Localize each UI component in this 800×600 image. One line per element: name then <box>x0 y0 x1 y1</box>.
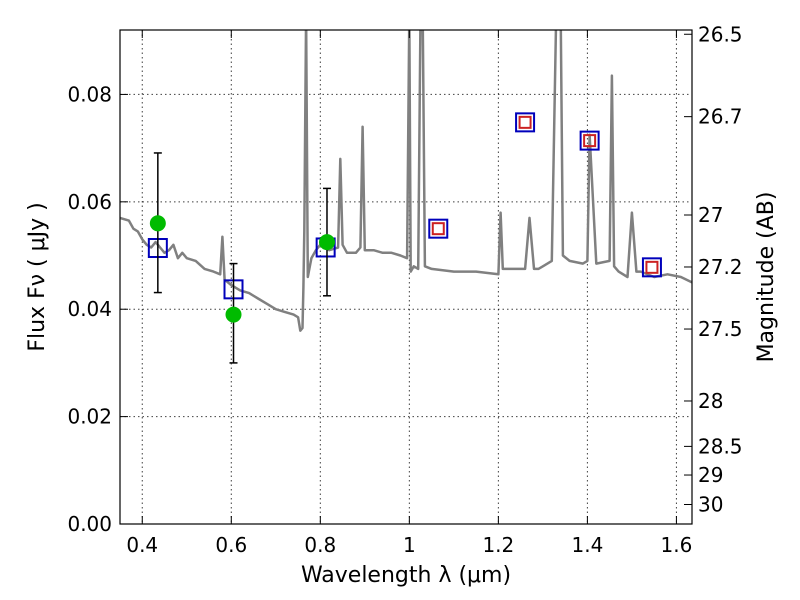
y-tick-label: 0.06 <box>67 190 112 214</box>
model-inner-square-marker <box>518 115 532 129</box>
mag-tick-label: 27.2 <box>698 255 743 279</box>
model-square-marker <box>515 112 536 133</box>
x-tick-label: 1.4 <box>571 533 603 557</box>
y-tick-label: 0.08 <box>67 82 112 106</box>
mag-tick-label: 29 <box>698 463 723 487</box>
spectrum-line <box>120 30 692 332</box>
y2-axis-label: Magnitude (AB) <box>754 192 779 363</box>
mag-tick-label: 26.5 <box>698 22 743 46</box>
mag-tick-label: 26.7 <box>698 105 743 129</box>
ticks <box>120 30 692 525</box>
model-square-marker <box>428 218 449 239</box>
mag-tick-label: 30 <box>698 493 723 517</box>
data-point <box>149 215 166 232</box>
model-inner-square-marker <box>431 222 445 236</box>
x-tick-label: 0.8 <box>304 533 336 557</box>
x-tick-label: 0.4 <box>126 533 158 557</box>
y-axis-label: Flux Fν ( μJy ) <box>25 202 50 351</box>
tick-labels: 0.4 0.6 0.8 1 1.2 1.4 1.6 0.00 0.02 0.04 0.06 0.08 2… <box>67 22 742 557</box>
x-tick-label: 1.2 <box>482 533 514 557</box>
data-point <box>225 306 242 323</box>
model-square-marker <box>641 257 662 278</box>
x-tick-label: 1.6 <box>661 533 693 557</box>
plot-frame <box>119 29 693 525</box>
x-tick-label: 0.6 <box>215 533 247 557</box>
y-tick-label: 0.02 <box>67 405 112 429</box>
model-inner-square-marker <box>583 134 597 148</box>
grid <box>120 30 692 525</box>
mag-tick-label: 28 <box>698 389 723 413</box>
x-axis-label: Wavelength λ (μm) <box>301 563 511 588</box>
plot-area <box>120 30 692 364</box>
y-tick-label: 0.00 <box>67 512 112 536</box>
mag-tick-label: 27.5 <box>698 317 743 341</box>
y-tick-label: 0.04 <box>67 297 112 321</box>
mag-tick-label: 27 <box>698 203 723 227</box>
model-square-marker <box>579 130 600 151</box>
model-inner-square-marker <box>645 260 659 274</box>
mag-tick-label: 28.5 <box>698 434 743 458</box>
data-point <box>318 234 335 251</box>
x-tick-label: 1 <box>403 533 416 557</box>
